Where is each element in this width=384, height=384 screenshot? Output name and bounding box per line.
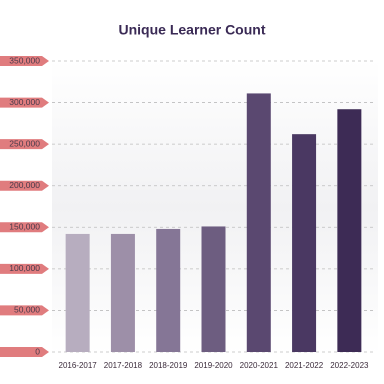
x-tick-label: 2018-2019 (149, 361, 188, 370)
chart-title: Unique Learner Count (118, 22, 265, 38)
y-tick-tag (0, 139, 49, 150)
y-tick-label: 350,000 (9, 55, 40, 65)
y-tick-tag (0, 347, 49, 357)
x-tick-label: 2022-2023 (330, 361, 369, 370)
y-tick-label: 300,000 (9, 97, 40, 107)
x-tick-label: 2020-2021 (240, 361, 279, 370)
y-tick-label: 150,000 (9, 222, 40, 232)
x-tick-label: 2021-2022 (285, 361, 324, 370)
y-tick-tag (0, 97, 49, 108)
y-tick-label: 250,000 (9, 138, 40, 148)
y-tick-tag (0, 305, 49, 316)
y-tick-label: 50,000 (14, 305, 40, 315)
bar (337, 109, 362, 352)
y-tick-label: 0 (35, 346, 40, 356)
bar (156, 228, 181, 352)
y-tick-tag (0, 56, 49, 66)
x-tick-label: 2019-2020 (194, 361, 233, 370)
bar (201, 226, 226, 352)
bar (246, 93, 271, 352)
bar (65, 233, 90, 352)
y-tick-label: 200,000 (9, 180, 40, 190)
bar (292, 134, 317, 352)
x-tick-label: 2017-2018 (104, 361, 143, 370)
y-tick-tag (0, 180, 49, 191)
x-tick-label: 2016-2017 (59, 361, 98, 370)
bar (110, 233, 135, 352)
y-tick-tag (0, 222, 49, 233)
y-tick-tag (0, 263, 49, 274)
y-tick-label: 100,000 (9, 263, 40, 273)
